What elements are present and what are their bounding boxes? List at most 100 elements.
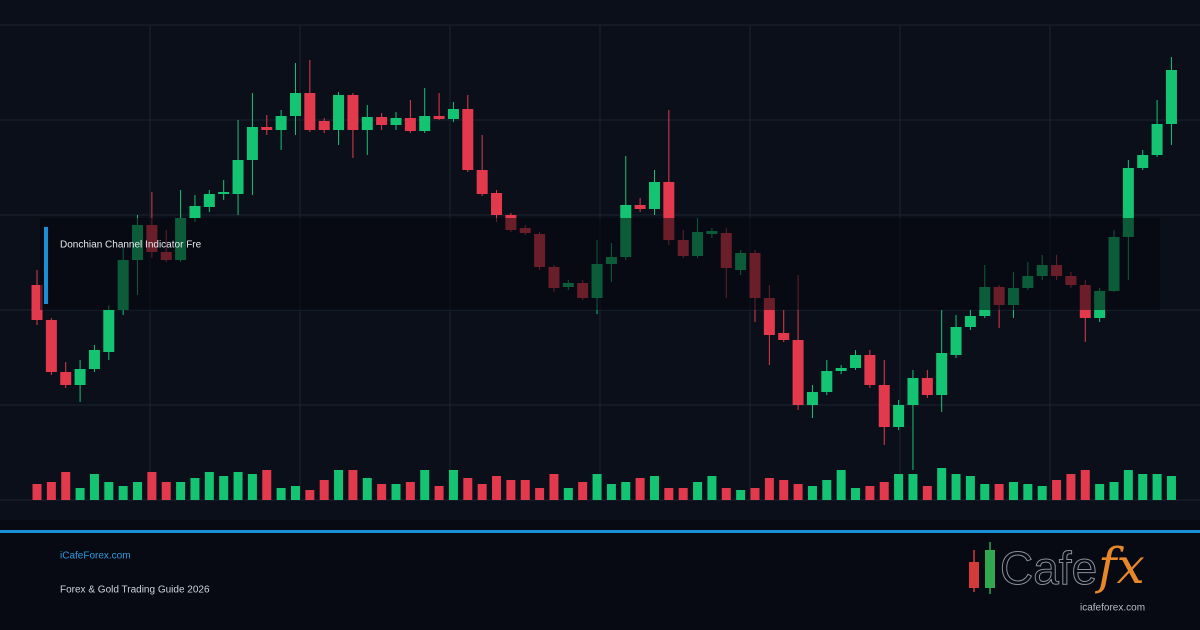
candle-body <box>60 372 72 385</box>
volume-bar <box>894 474 904 500</box>
volume-bar <box>334 470 344 500</box>
volume-bar <box>865 486 875 500</box>
volume-bar <box>89 474 99 500</box>
volume-bar <box>937 468 947 500</box>
volume-bar <box>1023 484 1033 500</box>
logo-candle <box>969 562 979 588</box>
volume-bar <box>822 480 832 500</box>
volume-bar <box>262 470 272 500</box>
candle-body <box>663 182 675 240</box>
volume-bar <box>707 476 717 500</box>
candle-body <box>261 127 273 130</box>
volume-bar <box>1080 470 1090 500</box>
volume-bar <box>535 488 545 500</box>
volume-bar <box>1152 474 1162 500</box>
volume-bar <box>908 474 918 500</box>
candle-body <box>476 170 488 194</box>
volume-bar <box>621 482 631 500</box>
candle-body <box>218 192 230 194</box>
volume-bar <box>1109 482 1119 500</box>
volume-bar <box>290 486 300 500</box>
candle-body <box>447 109 459 119</box>
divider <box>0 530 1200 533</box>
volume-bar <box>176 482 186 500</box>
candle-body <box>864 355 876 385</box>
volume-bar <box>1123 470 1133 500</box>
volume-bar <box>606 484 616 500</box>
volume-bar <box>75 488 85 500</box>
candle-body <box>893 405 905 427</box>
candle-body <box>433 116 445 119</box>
candle-body <box>1165 70 1177 124</box>
candle-body <box>275 116 287 130</box>
volume-bar <box>1008 482 1018 500</box>
volume-bar <box>477 484 487 500</box>
volume-bar <box>879 482 889 500</box>
candle-body <box>792 340 804 405</box>
logo-word: Cafe <box>1000 542 1097 594</box>
candle-body <box>634 205 646 209</box>
candle-body <box>289 93 301 116</box>
volume-bar <box>32 484 42 500</box>
volume-bar <box>994 484 1004 500</box>
volume-bar <box>1052 480 1062 500</box>
candle-body <box>921 378 933 395</box>
volume-bar <box>46 482 56 500</box>
candle-body <box>648 182 660 209</box>
candle-body <box>103 310 115 352</box>
volume-bar <box>965 476 975 500</box>
volume-bar <box>635 478 645 500</box>
volume-bar <box>104 482 114 500</box>
candle-body <box>74 369 86 385</box>
label-overlay <box>40 218 1160 310</box>
volume-bar <box>362 478 372 500</box>
logo-fx: fx <box>1094 537 1145 595</box>
volume-bar <box>463 478 473 500</box>
volume-bar <box>851 488 861 500</box>
candle-body <box>333 95 345 130</box>
logo-url: icafeforex.com <box>1080 603 1145 614</box>
candle-body <box>318 121 330 130</box>
volume-bar <box>779 480 789 500</box>
candle-body <box>821 371 833 392</box>
volume-bar <box>61 472 71 500</box>
volume-bar <box>1138 474 1148 500</box>
volume-bar <box>448 470 458 500</box>
volume-bar <box>922 486 932 500</box>
volume-bar <box>807 486 817 500</box>
volume-bar <box>1166 476 1176 500</box>
candle-body <box>45 320 57 372</box>
volume-bar <box>219 476 229 500</box>
candle-body <box>806 392 818 405</box>
footer-background <box>0 520 1200 630</box>
volume-bar <box>951 474 961 500</box>
candle-body <box>304 93 316 130</box>
volume-bar <box>391 484 401 500</box>
volume-bar <box>434 486 444 500</box>
candle-body <box>88 350 100 369</box>
candle-body <box>907 378 919 405</box>
volume-bar <box>592 474 602 500</box>
volume-bar <box>1095 484 1105 500</box>
candle-body <box>404 118 416 131</box>
candle-body <box>232 160 244 194</box>
volume-bar <box>664 488 674 500</box>
volume-bar <box>549 474 559 500</box>
volume-bar <box>980 484 990 500</box>
candle-body <box>462 109 474 170</box>
volume-bar <box>764 478 774 500</box>
candle-body <box>361 117 373 130</box>
candle-body <box>376 117 388 125</box>
volume-bar <box>721 488 731 500</box>
subtitle: Forex & Gold Trading Guide 2026 <box>60 585 210 596</box>
candle-body <box>835 368 847 371</box>
candle-body <box>390 118 402 125</box>
site-link[interactable]: iCafeForex.com <box>60 551 131 562</box>
volume-bar <box>836 470 846 500</box>
volume-bar <box>1066 474 1076 500</box>
volume-bar <box>420 470 430 500</box>
volume-bar <box>147 472 157 500</box>
volume-bar <box>305 490 315 500</box>
